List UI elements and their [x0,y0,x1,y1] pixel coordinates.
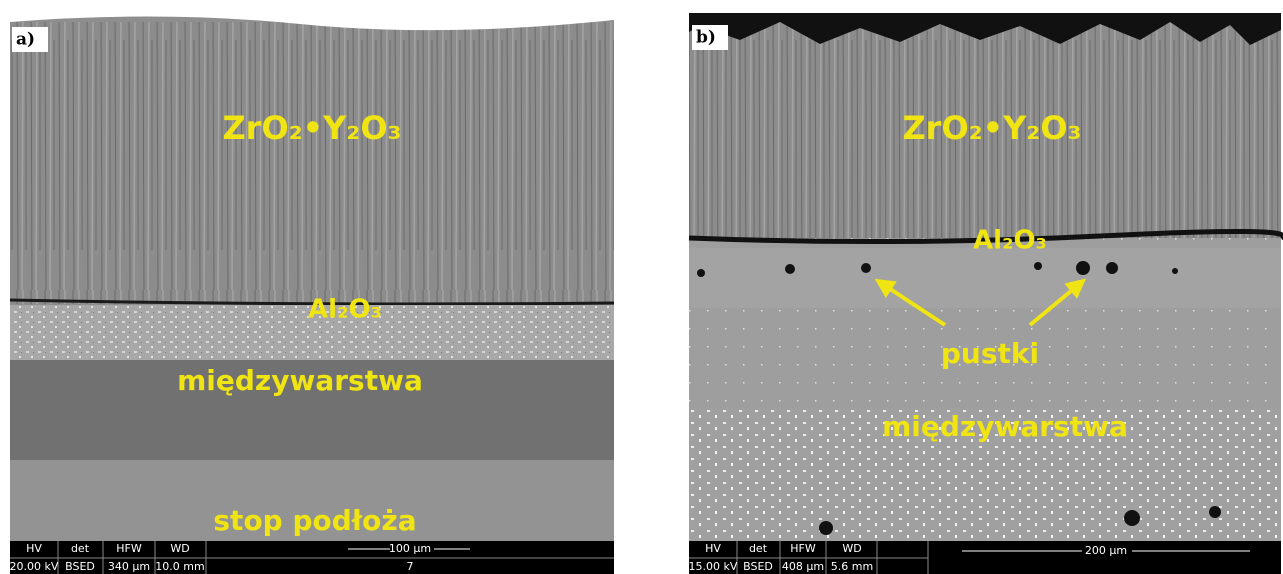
ceramic-layer [10,22,614,304]
panel-label: b) [696,28,716,48]
panel-label: a) [16,30,35,50]
info-header: HV [26,542,42,555]
info-header: det [71,542,90,555]
info-extra: 7 [407,560,414,573]
info-header: WD [842,542,861,555]
annotation: pustki [941,337,1039,370]
info-value: BSED [65,560,95,573]
annotation: międzywarstwa [882,410,1128,443]
annotation: Al₂O₃ [973,226,1047,256]
info-header: HFW [116,542,142,555]
panel-a: a) ZrO₂•Y₂O₃ Al₂O₃ międzywarstwa stop po… [10,13,614,574]
annotation: stop podłoża [213,504,416,537]
annotation: ZrO₂•Y₂O₃ [902,109,1081,147]
info-header: WD [170,542,189,555]
panel-b: b) ZrO₂•Y₂O₃ Al₂O₃ pustki międzywarstwa … [689,13,1283,574]
info-header: HFW [790,542,816,555]
figure: a) ZrO₂•Y₂O₃ Al₂O₃ międzywarstwa stop po… [0,0,1283,574]
info-value: 408 µm [782,560,824,573]
info-value: BSED [743,560,773,573]
scale-label: 100 µm [389,542,431,555]
info-value: 340 µm [108,560,150,573]
info-value: 10.0 mm [155,560,204,573]
annotation: międzywarstwa [177,364,423,397]
info-value: 15.00 kV [689,560,738,573]
annotation: Al₂O₃ [308,295,382,325]
info-header: det [749,542,768,555]
interlayer-top [689,248,1281,308]
info-header: HV [705,542,721,555]
scale-label: 200 µm [1085,544,1127,557]
info-value: 20.00 kV [10,560,59,573]
info-value: 5.6 mm [831,560,873,573]
annotation: ZrO₂•Y₂O₃ [222,109,401,147]
